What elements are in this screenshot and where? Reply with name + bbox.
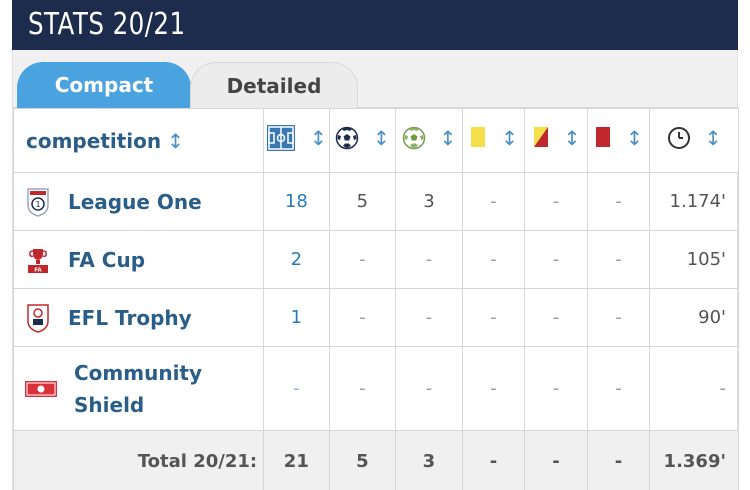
yellow-value: - bbox=[461, 346, 526, 431]
sort-yellow-red-header[interactable]: ↕ bbox=[524, 108, 588, 173]
total-minutes: 1.369' bbox=[649, 430, 739, 490]
league-one-logo: 1 bbox=[24, 187, 52, 217]
table-row: Community Shield - - - - - - - bbox=[12, 346, 739, 431]
competition-name-line: Community bbox=[74, 360, 203, 385]
sort-arrows-icon: ↕ bbox=[439, 126, 457, 150]
assists-value: - bbox=[395, 230, 463, 289]
red-value: - bbox=[586, 346, 651, 431]
yellow-red-value: - bbox=[524, 288, 588, 347]
yellow-red-card-icon bbox=[533, 127, 548, 147]
apps-value[interactable]: 1 bbox=[263, 288, 330, 347]
competition-link[interactable]: League One bbox=[68, 189, 202, 214]
yellow-value: - bbox=[461, 172, 526, 231]
sort-arrows-icon: ↕ bbox=[563, 126, 581, 150]
pitch-icon bbox=[266, 125, 295, 151]
tab-compact[interactable]: Compact bbox=[17, 62, 191, 109]
yellow-card-icon bbox=[471, 127, 486, 147]
competition-cell: Community Shield bbox=[12, 346, 265, 431]
sort-arrows-icon: ↕ bbox=[372, 126, 390, 150]
total-red: - bbox=[586, 430, 651, 490]
sort-arrows-icon: ↕ bbox=[309, 126, 327, 150]
efl-trophy-logo bbox=[24, 303, 52, 333]
table-row: EFL Trophy 1 - - - - - 90' bbox=[12, 288, 739, 347]
red-value: - bbox=[586, 172, 651, 231]
minutes-value: 105' bbox=[649, 230, 739, 289]
assists-value: - bbox=[395, 288, 463, 347]
yellow-value: - bbox=[461, 230, 526, 289]
sort-apps-header[interactable]: ↕ bbox=[263, 108, 330, 173]
sort-competition-header[interactable]: competition ↕ bbox=[12, 108, 265, 173]
stats-table: competition ↕ ↕ bbox=[12, 108, 739, 490]
page-header: STATS 20/21 bbox=[12, 0, 738, 50]
community-shield-logo bbox=[24, 374, 58, 404]
sort-arrows-icon: ↕ bbox=[626, 126, 643, 150]
assist-ball-icon bbox=[402, 126, 425, 150]
apps-value[interactable]: 2 bbox=[263, 230, 330, 289]
sort-arrows-icon: ↕ bbox=[167, 128, 184, 153]
apps-value: - bbox=[263, 346, 330, 431]
sort-arrows-icon: ↕ bbox=[501, 126, 518, 150]
minutes-value: 90' bbox=[649, 288, 739, 347]
total-assists: 3 bbox=[395, 430, 463, 490]
competition-cell: 1 League One bbox=[12, 172, 265, 231]
minutes-value: 1.174' bbox=[649, 172, 739, 231]
svg-text:1: 1 bbox=[35, 200, 40, 209]
sort-arrows-icon: ↕ bbox=[704, 126, 722, 150]
sort-goals-header[interactable]: ↕ bbox=[328, 108, 397, 173]
sort-assists-header[interactable]: ↕ bbox=[395, 108, 463, 173]
tab-detailed[interactable]: Detailed bbox=[190, 62, 358, 109]
minutes-value: - bbox=[649, 346, 739, 431]
apps-value[interactable]: 18 bbox=[263, 172, 330, 231]
yellow-red-value: - bbox=[524, 172, 588, 231]
sort-red-header[interactable]: ↕ bbox=[586, 108, 651, 173]
total-row: Total 20/21: 21 5 3 - - - 1.369' bbox=[12, 430, 739, 490]
clock-icon bbox=[667, 127, 690, 149]
sort-yellow-header[interactable]: ↕ bbox=[461, 108, 526, 173]
total-yellow-red: - bbox=[524, 430, 588, 490]
total-apps: 21 bbox=[263, 430, 330, 490]
yellow-value: - bbox=[461, 288, 526, 347]
red-value: - bbox=[586, 230, 651, 289]
red-value: - bbox=[586, 288, 651, 347]
competition-cell: EFL Trophy bbox=[12, 288, 265, 347]
table-header-row: competition ↕ ↕ bbox=[12, 108, 739, 173]
competition-link[interactable]: Community Shield bbox=[74, 357, 202, 421]
competition-cell: FA FA Cup bbox=[12, 230, 265, 289]
table-row: 1 League One 18 5 3 - - - 1.174' bbox=[12, 172, 739, 231]
total-yellow: - bbox=[461, 430, 526, 490]
assists-value: 3 bbox=[395, 172, 463, 231]
tabs-strip: Compact Detailed bbox=[13, 50, 737, 109]
total-goals: 5 bbox=[328, 430, 397, 490]
goals-value: - bbox=[328, 230, 397, 289]
svg-text:FA: FA bbox=[34, 267, 42, 273]
table-row: FA FA Cup 2 - - - - - 105' bbox=[12, 230, 739, 289]
yellow-red-value: - bbox=[524, 346, 588, 431]
competition-link[interactable]: EFL Trophy bbox=[68, 305, 192, 330]
goals-value: 5 bbox=[328, 172, 397, 231]
ball-icon bbox=[335, 126, 359, 150]
page-title: STATS 20/21 bbox=[28, 7, 186, 42]
goals-value: - bbox=[328, 288, 397, 347]
total-label: Total 20/21: bbox=[12, 430, 265, 490]
yellow-red-value: - bbox=[524, 230, 588, 289]
stats-panel: Compact Detailed competition ↕ bbox=[12, 50, 739, 490]
competition-name-line: Shield bbox=[74, 392, 145, 417]
competition-link[interactable]: FA Cup bbox=[68, 247, 146, 272]
goals-value: - bbox=[328, 346, 397, 431]
competition-header-label: competition bbox=[26, 128, 162, 153]
fa-cup-logo: FA bbox=[24, 245, 52, 275]
sort-minutes-header[interactable]: ↕ bbox=[649, 108, 739, 173]
red-card-icon bbox=[596, 127, 611, 147]
assists-value: - bbox=[395, 346, 463, 431]
